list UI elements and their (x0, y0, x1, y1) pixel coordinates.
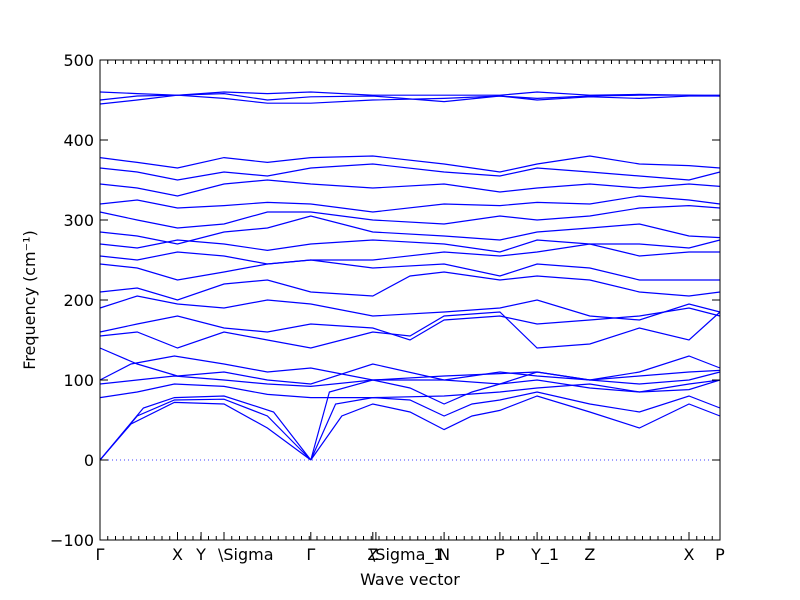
y-tick-label: 100 (63, 371, 94, 390)
band-line-7 (99, 379, 721, 399)
x-axis: Γ X Y \Sigma Γ Z\Sigma_1N P Y_1 Z X P (96, 60, 725, 565)
bands-group (99, 91, 721, 461)
band-line-1 (99, 401, 312, 461)
band-line-24 (99, 94, 720, 105)
x-tick-label: \Sigma_1 (370, 545, 444, 565)
band-line-8 (99, 369, 721, 388)
y-tick-label: 200 (63, 291, 94, 310)
y-tick-label: 0 (84, 451, 94, 470)
x-tick-label: Γ (96, 545, 105, 564)
band-line-17 (99, 239, 721, 253)
band-line-23 (99, 155, 721, 173)
band-line-10 (99, 347, 721, 385)
band-line-21 (99, 179, 721, 197)
band-line-2 (99, 398, 312, 461)
band-line-18 (99, 215, 721, 245)
x-tick-label: X (684, 545, 695, 564)
x-tick-label: Y (195, 545, 206, 564)
band-line-14 (99, 271, 721, 301)
x-tick-label: P (715, 545, 725, 564)
band-line-15 (99, 259, 720, 281)
band-line-26 (99, 91, 721, 97)
band-line-13 (99, 295, 721, 321)
band-line-20 (99, 195, 721, 213)
band-line-22 (99, 163, 721, 181)
band-line-12 (99, 307, 721, 341)
x-tick-label: \Sigma (218, 545, 274, 564)
band-line-16 (99, 243, 720, 265)
band-line-6 (310, 379, 721, 461)
x-tick-label: P (495, 545, 505, 564)
y-tick-label: 300 (63, 211, 94, 230)
y-tick-label: 500 (63, 51, 94, 70)
x-tick-label: Γ (306, 545, 315, 564)
x-tick-label: X (172, 545, 183, 564)
x-tick-label: Y_1 (530, 545, 559, 565)
band-line-4 (310, 395, 721, 461)
x-tick-label: Z (584, 545, 595, 564)
plot-frame (99, 59, 721, 541)
y-tick-label: 400 (63, 131, 94, 150)
y-axis: −100 0 100 200 300 400 500 (50, 51, 720, 550)
y-tick-label: −100 (50, 531, 94, 550)
band-line-3 (99, 395, 312, 461)
band-line-19 (99, 204, 721, 229)
x-tick-label: N (438, 545, 450, 564)
y-axis-label: Frequency (cm⁻¹) (20, 230, 39, 369)
band-line-5 (310, 391, 721, 461)
band-line-9 (99, 355, 721, 381)
x-axis-label: Wave vector (360, 570, 460, 589)
band-line-11 (99, 311, 721, 349)
x-tick-label: Z (367, 545, 378, 564)
